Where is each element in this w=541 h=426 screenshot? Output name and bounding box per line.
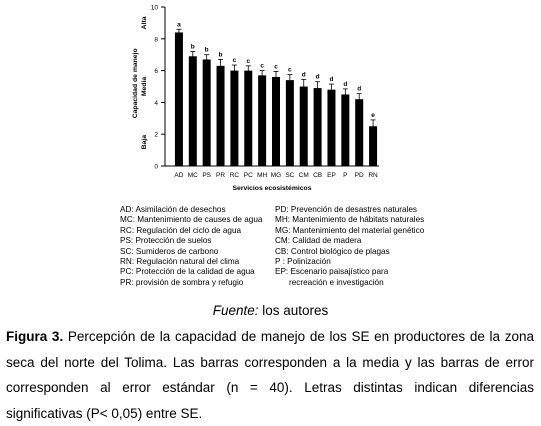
caption-label: Figura 3. xyxy=(6,329,64,344)
significance-letter: c xyxy=(260,63,264,70)
y-level-label: Baja xyxy=(141,135,148,150)
significance-letter: d xyxy=(302,71,306,78)
bar xyxy=(230,70,239,166)
significance-letter: d xyxy=(343,81,347,88)
bar xyxy=(188,56,197,166)
legend-item: MH: Mantenimiento de hábitats naturales xyxy=(275,215,425,225)
significance-letter: b xyxy=(219,51,223,58)
x-axis-label: Servicios ecosistémicos xyxy=(233,185,312,192)
bar xyxy=(258,75,267,166)
y-level-label: Media xyxy=(141,77,148,96)
legend-item: PC: Protección de la calidad de agua xyxy=(120,267,255,277)
x-tick-label: CB xyxy=(313,172,322,179)
significance-letter: e xyxy=(371,112,375,119)
chart-bars xyxy=(174,28,378,166)
legend-item: PD: Prevención de desastres naturales xyxy=(275,205,417,214)
x-tick-label: PC xyxy=(244,172,253,179)
y-tick-label: 4 xyxy=(154,100,158,107)
source-text: los autores xyxy=(258,303,329,318)
x-tick-label: RN xyxy=(368,172,378,179)
y-tick-label: 0 xyxy=(154,164,158,171)
legend-item: RC: Regulación del ciclo de agua xyxy=(120,225,242,235)
significance-letter: c xyxy=(274,63,278,70)
x-tick-label: MH xyxy=(257,172,267,179)
significance-letter: a xyxy=(177,21,181,28)
legend-item: recreación e investigación xyxy=(289,277,384,287)
significance-letter: b xyxy=(191,44,195,51)
y-tick-label: 2 xyxy=(154,132,158,139)
legend-item: P : Polinización xyxy=(275,257,331,267)
x-tick-label: RC xyxy=(230,172,240,179)
y-tick-label: 6 xyxy=(154,68,158,75)
bar xyxy=(313,88,322,166)
legend-item: PS: Protección de suelos xyxy=(120,236,212,246)
significance-letter: c xyxy=(233,57,237,64)
x-tick-label: MG xyxy=(271,172,281,179)
x-tick-label: SC xyxy=(285,172,294,179)
significance-letter: d xyxy=(357,86,361,93)
x-tick-label: PD xyxy=(355,172,364,179)
x-tick-label: P xyxy=(343,172,347,179)
significance-letter: d xyxy=(329,76,333,83)
x-tick-label: MC xyxy=(188,172,198,179)
legend-item: EP: Escenario paisajístico para xyxy=(275,267,389,277)
y-axis-label: Capacidad de manejo xyxy=(132,48,139,118)
legend-right: PD: Prevención de desastres naturales MH… xyxy=(275,205,424,288)
significance-letter: c xyxy=(246,58,250,65)
x-tick-label: CM xyxy=(299,172,309,179)
bar xyxy=(285,80,294,166)
x-tick-label: PR xyxy=(216,172,225,179)
legend-item: CB: Control biológico de plagas xyxy=(275,246,390,256)
bar xyxy=(327,89,336,166)
bar xyxy=(341,94,350,166)
y-level-label: Alta xyxy=(141,16,148,29)
x-tick-label: AD xyxy=(174,172,183,179)
bar xyxy=(202,59,211,166)
y-tick-label: 10 xyxy=(151,5,159,12)
x-tick-label: PS xyxy=(202,172,211,179)
bar xyxy=(272,76,280,166)
legend-item: SC: Sumideros de carbono xyxy=(120,246,219,256)
significance-letter: b xyxy=(205,47,209,54)
legend-left: AD: Asimilación de desechos MC: Mantenim… xyxy=(120,205,262,288)
source-label: Fuente: xyxy=(212,303,259,318)
caption-text: Percepción de la capacidad de manejo de … xyxy=(6,329,534,421)
y-tick-label: 8 xyxy=(154,36,158,43)
bar xyxy=(174,32,183,166)
legend-item: RN: Regulación natural del clima xyxy=(120,257,240,267)
figure-source: Fuente: los autores xyxy=(0,303,541,318)
figure-caption: Figura 3. Percepción de la capacidad de … xyxy=(6,324,534,426)
bar xyxy=(355,99,364,166)
bar xyxy=(369,126,378,166)
legend-item: MG: Mantenimiento del material genético xyxy=(275,225,425,235)
legend-item: CM: Calidad de madera xyxy=(275,236,362,246)
significance-letter: d xyxy=(316,74,320,81)
bar xyxy=(299,86,308,166)
legend-item: AD: Asimilación de desechos xyxy=(120,205,226,214)
legend-item: MC: Mantenimiento de causes de agua xyxy=(120,215,263,225)
x-tick-label: EP xyxy=(327,172,336,179)
bar xyxy=(244,70,253,166)
bar xyxy=(216,65,225,166)
significance-letter: c xyxy=(288,67,292,74)
legend-item: PR: provisión de sombra y refugio xyxy=(120,277,244,287)
